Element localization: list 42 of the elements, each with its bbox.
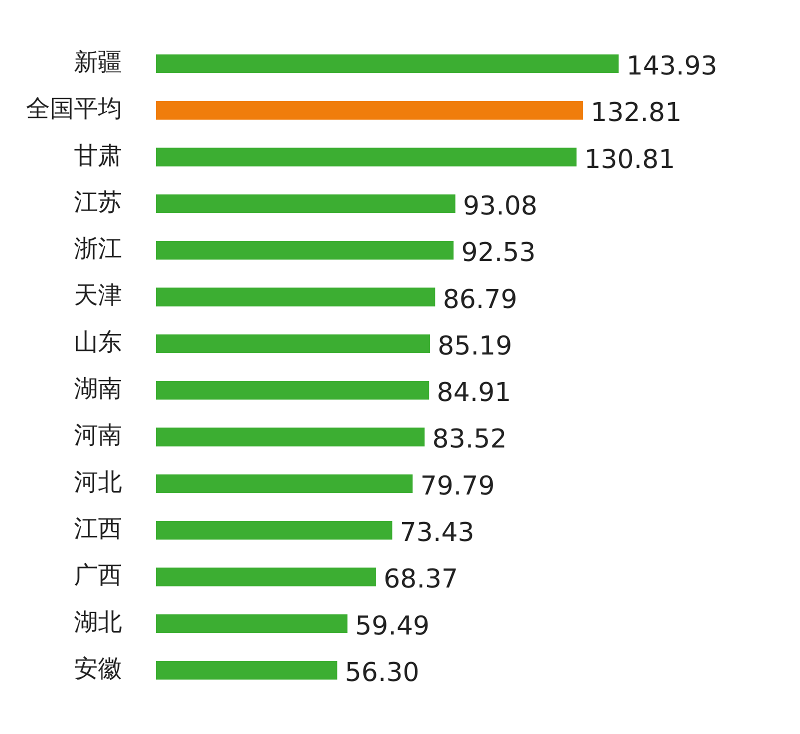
y-tick-label: 安徽 <box>74 654 122 683</box>
bar <box>156 520 392 540</box>
bar <box>156 241 454 260</box>
bar <box>156 148 577 166</box>
data-label: 130.81 <box>584 144 676 175</box>
bar <box>156 428 425 446</box>
data-label: 83.52 <box>432 424 507 455</box>
data-label: 85.19 <box>438 331 512 362</box>
bar <box>156 474 413 493</box>
y-tick-label: 江苏 <box>74 188 122 216</box>
bar <box>156 334 430 353</box>
data-label: 56.30 <box>344 658 420 688</box>
data-label: 92.53 <box>461 238 536 268</box>
y-tick-label: 湖北 <box>74 608 122 636</box>
bar <box>156 568 376 586</box>
y-tick-label: 新疆 <box>74 48 122 76</box>
bar <box>156 614 348 633</box>
bar <box>156 101 583 120</box>
data-label: 93.08 <box>463 191 538 222</box>
y-tick-label: 全国平均 <box>26 94 122 123</box>
y-tick-label: 山东 <box>74 328 122 356</box>
y-tick-label: 湖南 <box>74 374 122 403</box>
bar <box>156 381 430 400</box>
y-tick-label: 浙江 <box>74 234 122 263</box>
y-tick-label: 江西 <box>74 514 122 543</box>
data-label: 59.49 <box>355 611 430 642</box>
data-label: 84.91 <box>436 378 512 408</box>
data-label: 68.37 <box>384 564 458 595</box>
data-label: 143.93 <box>626 51 718 82</box>
y-tick-label: 甘肃 <box>74 141 122 170</box>
y-tick-label: 河北 <box>74 468 122 496</box>
bar <box>156 54 619 74</box>
y-tick-label: 广西 <box>74 561 122 590</box>
bar <box>156 194 456 214</box>
bar <box>156 288 436 306</box>
data-label: 86.79 <box>442 284 518 315</box>
data-label: 132.81 <box>590 98 682 128</box>
bar <box>156 660 338 680</box>
y-tick-label: 天津 <box>74 281 122 310</box>
y-tick-label: 河南 <box>74 421 122 450</box>
data-label: 73.43 <box>400 518 474 548</box>
data-label: 79.79 <box>420 471 495 502</box>
